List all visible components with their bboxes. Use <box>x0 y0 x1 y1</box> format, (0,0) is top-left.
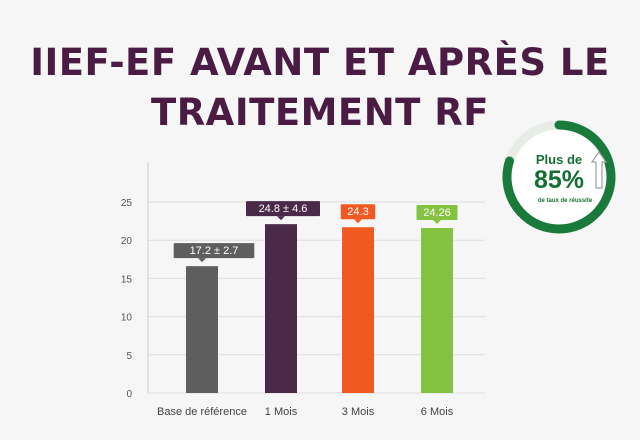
data-label-box <box>416 204 458 220</box>
bar <box>342 227 374 393</box>
data-label-pointer <box>277 216 285 221</box>
data-label: 24.3 <box>347 206 368 218</box>
y-tick-label: 10 <box>121 313 133 324</box>
x-tick-label: 3 Mois <box>342 406 375 418</box>
x-tick-label: 6 Mois <box>421 406 454 418</box>
badge-caption: de taux de réussite <box>537 198 593 204</box>
y-tick-label: 0 <box>126 389 132 400</box>
success-rate-badge: Plus de 85% de taux de réussite <box>500 118 618 236</box>
data-label-pointer <box>354 219 362 224</box>
x-tick-label: 1 Mois <box>265 406 298 418</box>
data-label: 24.26 <box>423 207 451 219</box>
bar <box>186 266 218 393</box>
data-label: 24.8 ± 4.6 <box>259 203 308 215</box>
bar <box>421 227 453 393</box>
arrow-up-icon <box>590 150 608 189</box>
badge-prefix: Plus de <box>535 152 583 167</box>
y-tick-label: 20 <box>121 236 133 247</box>
data-label: 17.2 ± 2.7 <box>190 245 239 257</box>
data-label-box <box>173 243 255 259</box>
data-label-box <box>340 204 376 220</box>
data-label-pointer <box>198 258 206 263</box>
chart-title: IIEF-EF AVANT ET APRÈS LE TRAITEMENT RF <box>0 38 640 138</box>
data-label-pointer <box>433 219 441 224</box>
data-label-box <box>246 201 320 217</box>
title-line-1: IIEF-EF AVANT ET APRÈS LE <box>30 41 610 84</box>
y-tick-label: 15 <box>121 274 133 285</box>
title-line-2: TRAITEMENT RF <box>150 91 490 134</box>
badge-value: 85% <box>533 166 585 194</box>
x-tick-label: Base de référence <box>157 406 247 418</box>
y-tick-label: 5 <box>126 351 132 362</box>
y-tick-label: 25 <box>121 198 133 209</box>
badge-ring <box>502 120 616 234</box>
bar <box>265 224 297 393</box>
